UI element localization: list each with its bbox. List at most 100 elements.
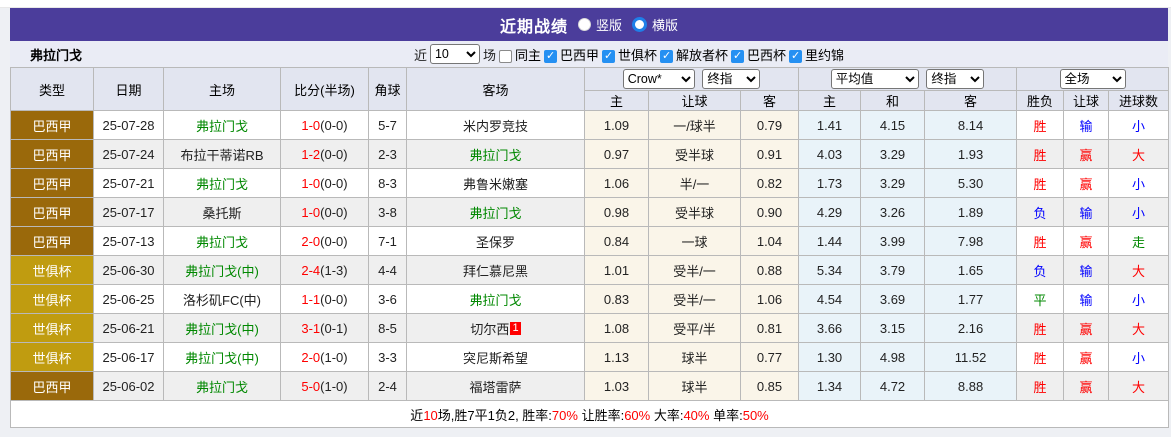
euro-draw-odds: 3.29 xyxy=(860,139,926,169)
row-league: 世俱杯 xyxy=(10,284,94,314)
row-league: 巴西甲 xyxy=(10,110,94,140)
asian-away-odds: 0.91 xyxy=(739,139,800,169)
asian-handicap: 球半 xyxy=(648,342,741,372)
score-fulltime: 1-0 xyxy=(301,117,321,133)
score-halftime: (1-0) xyxy=(320,349,348,365)
asian-handicap: 受半球 xyxy=(648,197,741,227)
sub-header-asian-away: 客 xyxy=(739,90,800,111)
row-league: 世俱杯 xyxy=(10,255,94,285)
page-title: 近期战绩 xyxy=(499,18,568,36)
footer-part: 单率: xyxy=(709,407,743,423)
league-label[interactable]: 巴西杯 xyxy=(747,47,787,63)
europe-stage-select[interactable]: 终指 xyxy=(926,69,985,89)
result-handicap: 赢 xyxy=(1063,139,1110,169)
result-goals: 大 xyxy=(1108,139,1170,169)
sub-header-asian-handicap: 让球 xyxy=(648,90,741,111)
row-corners: 5-7 xyxy=(368,110,407,140)
euro-away-odds: 11.52 xyxy=(924,342,1018,372)
horizontal-layout-radio[interactable] xyxy=(632,17,647,32)
euro-away-odds: 7.98 xyxy=(924,226,1018,256)
home-team: 桑托斯 xyxy=(163,197,281,227)
asian-home-odds: 0.84 xyxy=(584,226,649,256)
top-strip xyxy=(0,0,1171,8)
away-team-cell: 切尔西 1 xyxy=(406,313,585,343)
row-score: 1-2(0-0) xyxy=(280,139,369,169)
euro-home-odds: 1.34 xyxy=(798,371,862,401)
score-halftime: (0-1) xyxy=(320,320,348,336)
away-team-cell: 弗拉门戈 xyxy=(406,284,585,314)
row-corners: 4-4 xyxy=(368,255,407,285)
result-winloss: 胜 xyxy=(1016,226,1065,256)
vertical-layout-radio[interactable] xyxy=(577,18,591,31)
score-fulltime: 2-0 xyxy=(301,349,321,365)
sub-header-asian-home: 主 xyxy=(584,90,649,111)
col-header-away: 客场 xyxy=(406,67,585,111)
away-team-cell: 米内罗竞技 xyxy=(406,110,585,140)
league-label[interactable]: 巴西甲 xyxy=(559,47,599,63)
same-home-label[interactable]: 同主 xyxy=(514,47,541,63)
result-goals: 小 xyxy=(1108,342,1170,372)
result-goals: 小 xyxy=(1108,168,1170,198)
scope-select[interactable]: 全场 xyxy=(1059,69,1126,89)
horizontal-layout-label[interactable]: 横版 xyxy=(652,18,679,33)
asian-handicap: 受半/一 xyxy=(648,284,741,314)
table-row: 巴西甲 25-07-17 桑托斯 1-0(0-0) 3-8 弗拉门戈 0.98 … xyxy=(10,197,1170,227)
league-checkbox[interactable] xyxy=(660,49,674,63)
row-league: 巴西甲 xyxy=(10,168,94,198)
euro-draw-odds: 4.15 xyxy=(860,110,926,140)
score-halftime: (0-0) xyxy=(320,233,348,249)
sub-header-handicap-result: 让球 xyxy=(1063,90,1110,111)
odds-company-select[interactable]: Crow* xyxy=(622,69,695,89)
result-handicap: 赢 xyxy=(1063,226,1110,256)
league-label[interactable]: 解放者杯 xyxy=(676,47,729,63)
result-handicap: 输 xyxy=(1063,110,1110,140)
euro-draw-odds: 3.29 xyxy=(860,168,926,198)
row-league: 世俱杯 xyxy=(10,342,94,372)
row-date: 25-07-13 xyxy=(93,226,164,256)
asian-away-odds: 1.04 xyxy=(739,226,800,256)
away-team: 米内罗竞技 xyxy=(462,118,528,134)
result-goals: 走 xyxy=(1108,226,1170,256)
euro-away-odds: 1.93 xyxy=(924,139,1018,169)
row-corners: 3-3 xyxy=(368,342,407,372)
asian-home-odds: 1.08 xyxy=(584,313,649,343)
euro-away-odds: 1.89 xyxy=(924,197,1018,227)
euro-away-odds: 8.88 xyxy=(924,371,1018,401)
home-team: 弗拉门戈 xyxy=(163,110,281,140)
filter-controls: 近 10 场 同主 巴西甲 世俱杯 解放者杯 巴西杯 里约锦 xyxy=(334,44,844,64)
asian-home-odds: 1.03 xyxy=(584,371,649,401)
filter-bar: 弗拉门戈 近 10 场 同主 巴西甲 世俱杯 解放者杯 巴西杯 里约锦 xyxy=(10,41,1168,67)
same-home-checkbox[interactable] xyxy=(498,49,512,63)
page: 近期战绩 竖版 横版 弗拉门戈 近 10 场 同主 巴西甲 世俱杯 解放者杯 xyxy=(0,0,1171,428)
title-bar: 近期战绩 竖版 横版 xyxy=(10,8,1168,41)
euro-home-odds: 4.29 xyxy=(798,197,862,227)
result-goals: 大 xyxy=(1108,371,1170,401)
score-fulltime: 5-0 xyxy=(301,378,321,394)
vertical-layout-label[interactable]: 竖版 xyxy=(595,18,622,33)
result-winloss: 胜 xyxy=(1016,313,1065,343)
result-winloss: 胜 xyxy=(1016,168,1065,198)
asian-away-odds: 0.90 xyxy=(739,197,800,227)
footer-part: 50% xyxy=(742,407,769,423)
euro-home-odds: 4.54 xyxy=(798,284,862,314)
league-checkbox[interactable] xyxy=(602,49,615,63)
col-header-corner: 角球 xyxy=(368,67,407,111)
league-checkbox[interactable] xyxy=(789,49,803,63)
score-fulltime: 3-1 xyxy=(301,320,321,336)
league-checkbox[interactable] xyxy=(731,49,745,63)
asian-handicap: 一/球半 xyxy=(648,110,741,140)
home-team: 弗拉门戈 xyxy=(163,168,281,198)
league-label[interactable]: 里约锦 xyxy=(805,47,845,63)
games-count-select[interactable]: 10 xyxy=(429,44,480,64)
away-team-cell: 圣保罗 xyxy=(406,226,585,256)
euro-home-odds: 1.44 xyxy=(798,226,862,256)
euro-draw-odds: 3.69 xyxy=(860,284,926,314)
away-team: 拜仁慕尼黑 xyxy=(462,263,528,279)
away-team-cell: 福塔雷萨 xyxy=(406,371,585,401)
score-halftime: (0-0) xyxy=(320,204,348,220)
europe-avg-select[interactable]: 平均值 xyxy=(830,69,919,89)
league-checkbox[interactable] xyxy=(543,49,557,63)
row-corners: 7-1 xyxy=(368,226,407,256)
odds-stage-select[interactable]: 终指 xyxy=(702,69,761,89)
league-label[interactable]: 世俱杯 xyxy=(618,47,658,63)
